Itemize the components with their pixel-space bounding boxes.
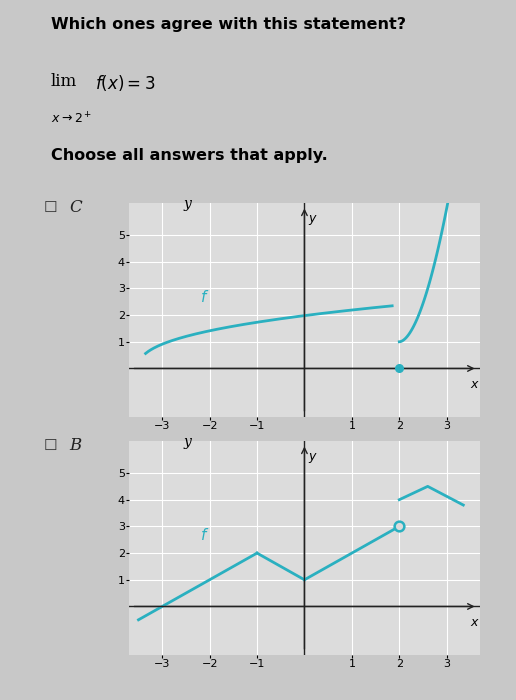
- Text: x: x: [471, 378, 478, 391]
- Text: $f(x) = 3$: $f(x) = 3$: [95, 73, 155, 93]
- Text: lim: lim: [51, 73, 77, 90]
- Text: $x{\to}2^+$: $x{\to}2^+$: [51, 111, 92, 127]
- Text: B: B: [70, 438, 82, 454]
- Text: ☐: ☐: [44, 199, 57, 214]
- Text: x: x: [471, 616, 478, 629]
- Text: y: y: [183, 435, 191, 449]
- Text: y: y: [183, 197, 191, 211]
- Text: Which ones agree with this statement?: Which ones agree with this statement?: [51, 18, 406, 32]
- Text: $f$: $f$: [200, 288, 209, 304]
- Text: y: y: [308, 212, 316, 225]
- Text: C: C: [70, 199, 83, 216]
- Text: Choose all answers that apply.: Choose all answers that apply.: [51, 148, 327, 163]
- Text: y: y: [308, 450, 316, 463]
- Text: $f$: $f$: [200, 526, 209, 542]
- Text: ☐: ☐: [44, 438, 57, 452]
